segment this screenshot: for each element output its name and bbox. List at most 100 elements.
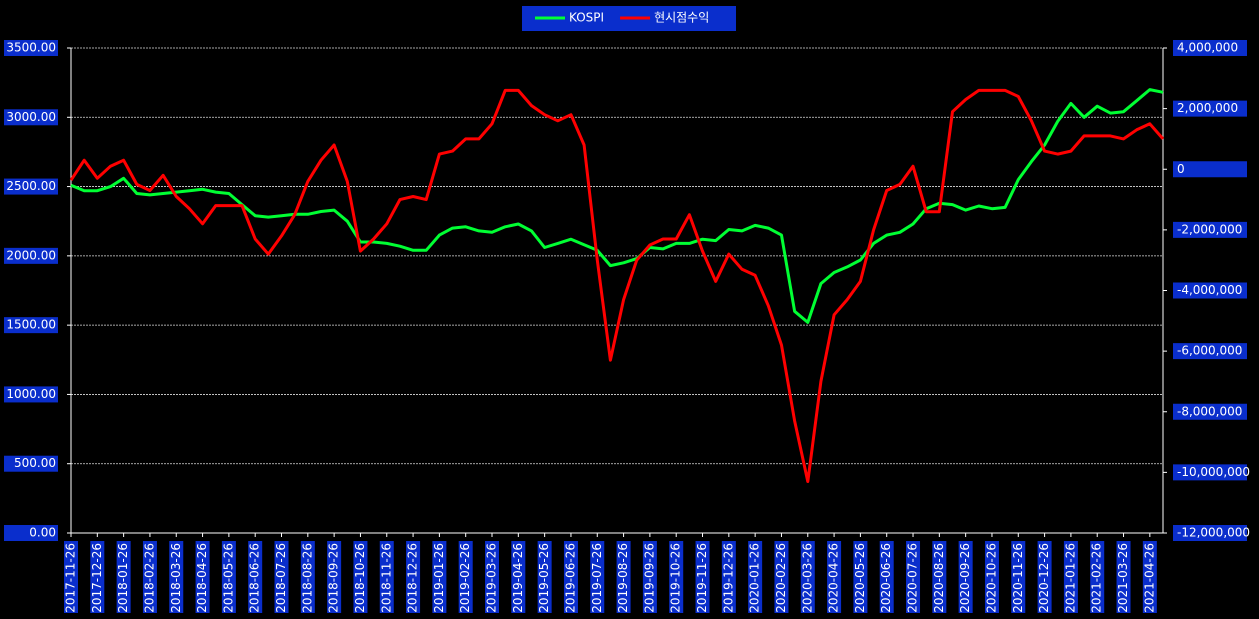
- y-tick-label: 1500.00: [6, 318, 56, 332]
- tick-label-bg: [1173, 464, 1247, 481]
- y2-tick-label: 2,000,000: [1177, 101, 1238, 115]
- tick-label-bg: [853, 541, 868, 613]
- x-tick-label: 2020-06-26: [879, 543, 893, 613]
- y2-tick-label: -4,000,000: [1177, 283, 1242, 297]
- x-tick-label: 2019-10-26: [669, 543, 683, 613]
- legend-label: KOSPI: [569, 11, 604, 25]
- y-tick-label: 3000.00: [6, 110, 56, 124]
- x-tick-label: 2017-11-26: [64, 543, 78, 613]
- tick-label-bg: [353, 541, 368, 613]
- x-tick-label: 2021-04-26: [1142, 543, 1156, 613]
- y2-tick-label: -6,000,000: [1177, 344, 1242, 358]
- tick-label-bg: [4, 109, 58, 126]
- x-tick-label: 2017-12-26: [90, 543, 104, 613]
- tick-label-bg: [64, 541, 78, 613]
- tick-label-bg: [1173, 221, 1247, 238]
- tick-label-bg: [932, 541, 947, 613]
- x-tick-label: 2018-12-26: [406, 543, 420, 613]
- tick-label-bg: [537, 541, 552, 613]
- x-tick-label: 2018-03-26: [169, 543, 183, 613]
- tick-label-bg: [300, 541, 315, 613]
- tick-label-bg: [221, 541, 236, 613]
- tick-label-bg: [406, 541, 421, 613]
- tick-label-bg: [958, 541, 973, 613]
- tick-label-bg: [1173, 282, 1247, 299]
- tick-label-bg: [116, 541, 131, 613]
- x-tick-label: 2019-06-26: [563, 543, 577, 613]
- x-tick-label: 2019-09-26: [642, 543, 656, 613]
- tick-label-bg: [800, 541, 815, 613]
- x-tick-label: 2018-08-26: [300, 543, 314, 613]
- x-tick-label: 2020-11-26: [1011, 543, 1025, 613]
- tick-label-bg: [827, 541, 842, 613]
- x-tick-label: 2019-02-26: [458, 543, 472, 613]
- y-tick-label: 2500.00: [6, 179, 56, 193]
- tick-label-bg: [4, 386, 58, 403]
- y2-tick-label: 0: [1177, 162, 1185, 176]
- tick-label-bg: [616, 541, 631, 613]
- x-tick-label: 2019-01-26: [432, 543, 446, 613]
- tick-label-bg: [4, 178, 58, 195]
- tick-label-bg: [1173, 525, 1247, 541]
- x-tick-label: 2020-04-26: [827, 543, 841, 613]
- tick-label-bg: [879, 541, 894, 613]
- x-tick-label: 2019-04-26: [511, 543, 525, 613]
- tick-label-bg: [1173, 40, 1247, 56]
- legend-label: 현시점수익: [654, 11, 709, 25]
- tick-label-bg: [1142, 541, 1157, 613]
- x-tick-label: 2020-12-26: [1037, 543, 1051, 613]
- x-tick-label: 2021-02-26: [1090, 543, 1104, 613]
- x-tick-label: 2018-07-26: [274, 543, 288, 613]
- tick-label-bg: [4, 455, 58, 472]
- tick-label-bg: [590, 541, 605, 613]
- tick-label-bg: [774, 541, 789, 613]
- tick-label-bg: [1011, 541, 1026, 613]
- tick-label-bg: [169, 541, 184, 613]
- x-tick-label: 2019-07-26: [590, 543, 604, 613]
- tick-label-bg: [511, 541, 526, 613]
- tick-label-bg: [1116, 541, 1131, 613]
- tick-label-bg: [642, 541, 657, 613]
- x-tick-label: 2020-05-26: [853, 543, 867, 613]
- tick-label-bg: [1063, 541, 1078, 613]
- x-tick-label: 2018-05-26: [221, 543, 235, 613]
- x-tick-label: 2018-04-26: [195, 543, 209, 613]
- y-tick-label: 0.00: [29, 526, 56, 540]
- x-tick-label: 2020-07-26: [906, 543, 920, 613]
- tick-label-bg: [984, 541, 999, 613]
- tick-label-bg: [1037, 541, 1052, 613]
- tick-label-bg: [1173, 100, 1247, 117]
- tick-label-bg: [1173, 161, 1247, 178]
- y-tick-label: 2000.00: [6, 248, 56, 262]
- tick-label-bg: [4, 247, 58, 264]
- tick-label-bg: [721, 541, 736, 613]
- y2-tick-label: -8,000,000: [1177, 404, 1242, 418]
- x-tick-label: 2020-08-26: [932, 543, 946, 613]
- x-tick-label: 2020-09-26: [958, 543, 972, 613]
- x-tick-label: 2019-11-26: [695, 543, 709, 613]
- y-tick-label: 1000.00: [6, 387, 56, 401]
- tick-label-bg: [379, 541, 394, 613]
- y-tick-label: 3500.00: [6, 41, 56, 55]
- y2-tick-label: 4,000,000: [1177, 41, 1238, 55]
- x-tick-label: 2018-02-26: [142, 543, 156, 613]
- series-line: [70, 88, 1164, 324]
- tick-label-bg: [695, 541, 710, 613]
- tick-label-bg: [274, 541, 289, 613]
- tick-label-bg: [1173, 343, 1247, 360]
- tick-label-bg: [458, 541, 473, 613]
- x-tick-label: 2019-08-26: [616, 543, 630, 613]
- x-tick-label: 2018-10-26: [353, 543, 367, 613]
- legend: KOSPI 현시점수익: [522, 6, 736, 31]
- tick-label-bg: [432, 541, 447, 613]
- x-tick-label: 2020-01-26: [748, 543, 762, 613]
- tick-label-bg: [1173, 403, 1247, 420]
- x-tick-label: 2018-11-26: [379, 543, 393, 613]
- y2-tick-label: -10,000,000: [1177, 465, 1250, 479]
- tick-label-bg: [669, 541, 684, 613]
- tick-label-bg: [4, 40, 58, 56]
- x-tick-label: 2019-03-26: [485, 543, 499, 613]
- tick-label-bg: [142, 541, 157, 613]
- tick-label-bg: [4, 525, 58, 541]
